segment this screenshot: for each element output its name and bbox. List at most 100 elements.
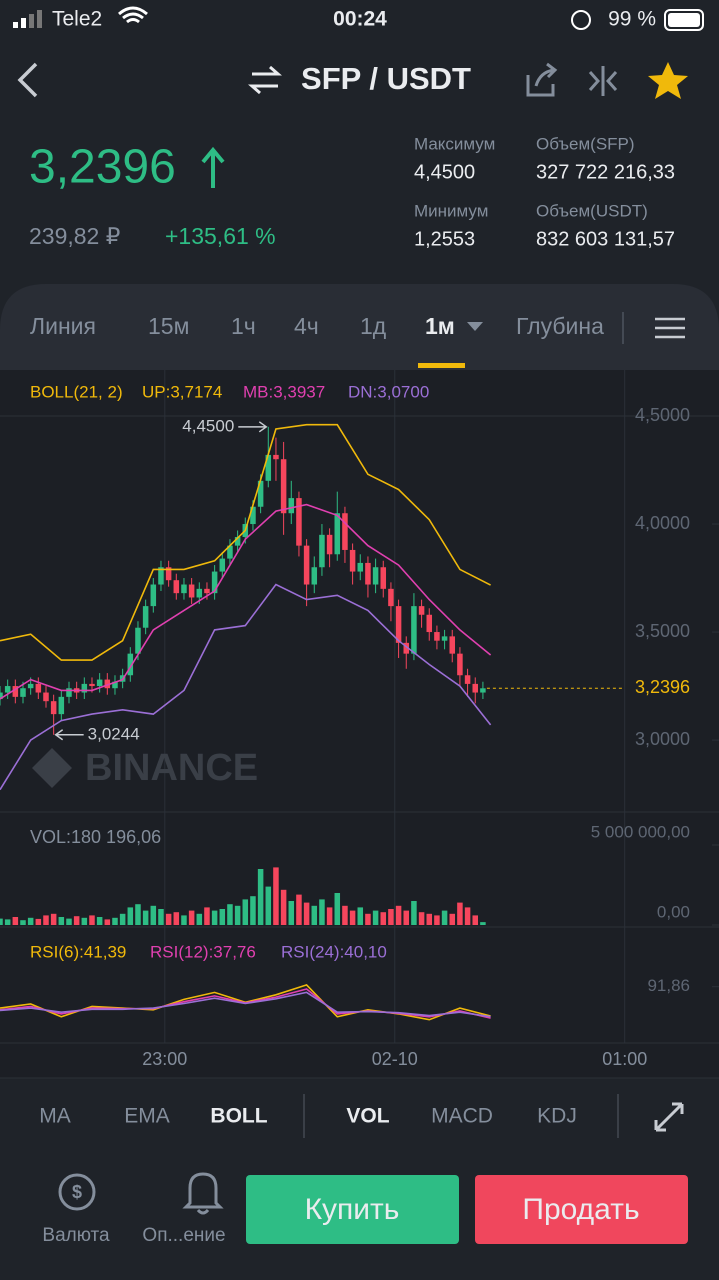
- volume-label: VOL:180 196,06: [30, 827, 161, 847]
- tab[interactable]: Глубина: [516, 313, 604, 339]
- volume-bar: [165, 913, 172, 925]
- tab[interactable]: 15м: [148, 313, 189, 339]
- candle-body: [326, 534, 333, 555]
- volume-bar: [480, 922, 486, 925]
- candle-body: [250, 506, 256, 525]
- volume-bar: [142, 910, 149, 925]
- volume-bar: [173, 912, 180, 925]
- swap-icon[interactable]: [248, 65, 282, 95]
- candle-body: [173, 580, 180, 594]
- candle-body: [196, 588, 203, 598]
- candle-body: [342, 513, 348, 550]
- volume-bar: [319, 899, 325, 925]
- volume-bar: [27, 917, 34, 925]
- watermark-logo: [32, 748, 72, 788]
- candle-body: [411, 606, 417, 654]
- low-arrow: [54, 729, 84, 741]
- volume-bar: [250, 896, 256, 925]
- legend-entry: BOLL(21, 2): [30, 382, 123, 401]
- candle-body: [257, 480, 264, 507]
- boll-line: [0, 423, 491, 661]
- watermark-text: BINANCE: [85, 747, 258, 789]
- volume-bar: [119, 913, 126, 925]
- volume-bar: [35, 918, 42, 925]
- y-tick-label: 4,5000: [635, 405, 690, 425]
- candle-body: [464, 675, 471, 684]
- candle-body: [349, 549, 356, 572]
- volume-bar: [112, 917, 118, 925]
- volume-bar: [104, 919, 111, 925]
- volume-bar: [20, 920, 26, 925]
- candle-body: [418, 606, 425, 615]
- volume-bar: [311, 905, 318, 925]
- volume-bar: [89, 915, 95, 925]
- currency-label[interactable]: Валюта: [42, 1225, 110, 1246]
- favorite-star[interactable]: [648, 62, 688, 99]
- tab-bar: [0, 284, 719, 370]
- tab[interactable]: Линия: [30, 313, 96, 339]
- watermark: BINANCE: [32, 747, 258, 789]
- candle-body: [142, 606, 149, 628]
- share-icon[interactable]: [526, 62, 558, 97]
- candle-body: [0, 692, 3, 700]
- sell-label[interactable]: Продать: [522, 1193, 639, 1226]
- legend-entry: RSI(6):41,39: [30, 942, 126, 961]
- candle-body: [219, 558, 226, 572]
- alert-icon[interactable]: [182, 1172, 224, 1215]
- volume-bar: [303, 902, 310, 925]
- candle-body: [357, 562, 364, 572]
- alert-label[interactable]: Оп...ение: [142, 1225, 225, 1246]
- volume-bar: [150, 905, 157, 925]
- stat-label: Объем(SFP): [536, 134, 635, 153]
- candle-body: [181, 584, 187, 594]
- candle-body: [296, 498, 302, 546]
- wifi-icon: [118, 6, 148, 24]
- candle-body: [4, 686, 11, 693]
- volume-bar: [227, 904, 233, 925]
- dropdown-caret[interactable]: [467, 322, 483, 331]
- volume-bar: [449, 913, 456, 925]
- candle-body: [472, 683, 479, 693]
- candle-body: [426, 614, 433, 633]
- volume-bar: [204, 907, 210, 925]
- settings-icon[interactable]: [655, 317, 685, 339]
- volume-bar: [288, 901, 295, 925]
- legend-entry: RSI(12):37,76: [150, 942, 256, 961]
- currency-icon[interactable]: [58, 1173, 96, 1211]
- boll-line: [0, 583, 492, 791]
- indicator[interactable]: KDJ: [537, 1105, 577, 1128]
- candle-body: [104, 679, 111, 689]
- candle-body: [265, 454, 272, 481]
- indicator[interactable]: MA: [39, 1105, 71, 1128]
- legend-entry: RSI(24):40,10: [281, 942, 387, 961]
- x-tick-label: 02-10: [372, 1049, 418, 1069]
- fullscreen-icon[interactable]: [654, 1102, 684, 1132]
- tab-active[interactable]: 1м: [425, 313, 455, 339]
- candle-body: [150, 584, 157, 607]
- indicator-active[interactable]: BOLL: [210, 1105, 267, 1128]
- tab[interactable]: 1д: [360, 313, 387, 339]
- sell-button[interactable]: [475, 1175, 688, 1244]
- indicator-active[interactable]: VOL: [346, 1105, 389, 1128]
- volume-bar: [43, 915, 49, 925]
- volume-bar: [96, 917, 103, 925]
- tab[interactable]: 1ч: [231, 313, 256, 339]
- indicator[interactable]: MACD: [431, 1105, 493, 1128]
- legend-entry: DN:3,0700: [348, 382, 429, 401]
- indicator[interactable]: EMA: [124, 1105, 170, 1128]
- back-button[interactable]: [17, 62, 38, 98]
- compare-icon[interactable]: [588, 66, 618, 96]
- volume-bar: [219, 909, 226, 925]
- buy-label[interactable]: Купить: [305, 1193, 400, 1226]
- tab[interactable]: 4ч: [294, 313, 319, 339]
- buy-button[interactable]: [246, 1175, 459, 1244]
- pair-title[interactable]: SFP / USDT: [301, 61, 471, 96]
- stat-label: Объем(USDT): [536, 201, 648, 220]
- candle-body: [211, 571, 218, 594]
- candle-body: [227, 545, 233, 559]
- tab-underline: [418, 363, 465, 368]
- candle-body: [395, 606, 402, 643]
- stat-value: 4,4500: [414, 161, 475, 183]
- x-tick-label: 01:00: [602, 1049, 647, 1069]
- boll-line: [0, 503, 492, 700]
